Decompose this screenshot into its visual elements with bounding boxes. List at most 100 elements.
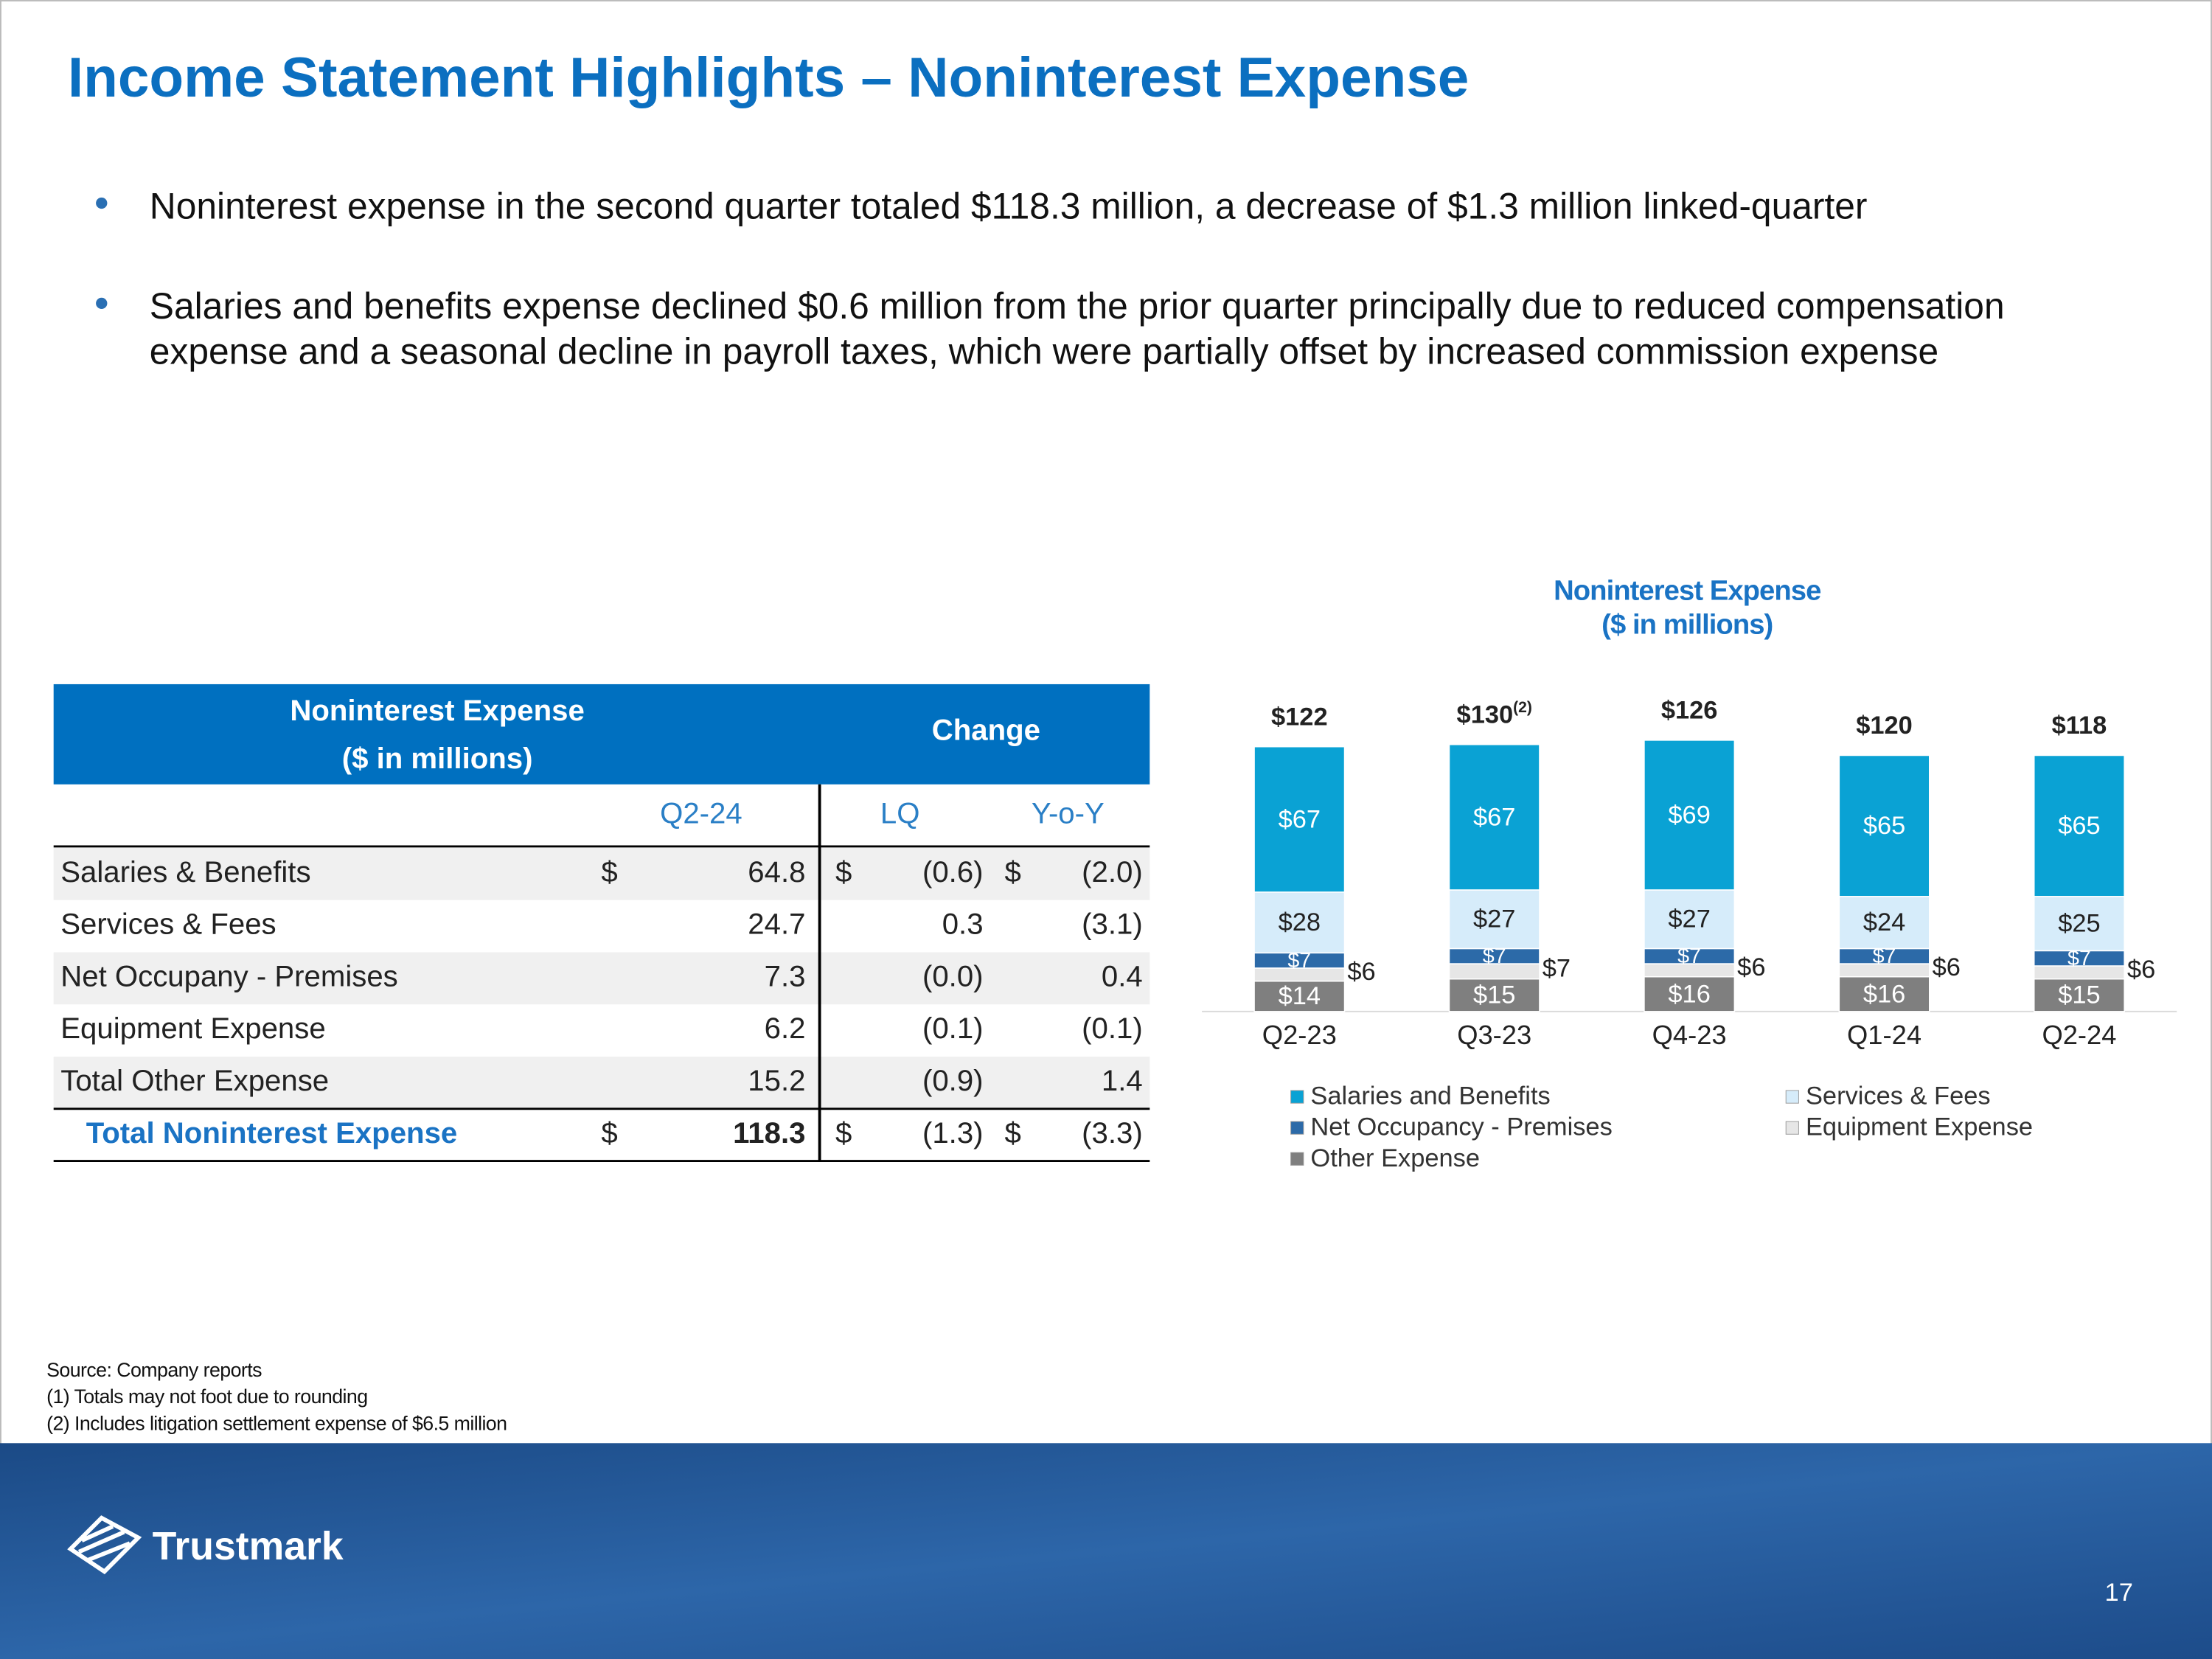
row-label: Total Other Expense bbox=[60, 1064, 329, 1097]
segment-label: $15 bbox=[2058, 981, 2100, 1009]
row-shade bbox=[53, 847, 1150, 900]
total-label: $126 bbox=[1661, 697, 1718, 725]
total-label: $120 bbox=[1856, 712, 1913, 740]
segment-label: $14 bbox=[1279, 982, 1321, 1010]
bar-segment bbox=[1448, 889, 1540, 950]
segment-label: $67 bbox=[1473, 803, 1515, 831]
segment-label: $28 bbox=[1279, 908, 1321, 936]
bar-segment bbox=[1253, 980, 1346, 1012]
cell-value: 6.2 bbox=[765, 1012, 806, 1045]
cell-value: 118.3 bbox=[733, 1116, 805, 1150]
cell-value: (1.3) bbox=[922, 1116, 984, 1150]
segment-label: $6 bbox=[1347, 958, 1375, 986]
x-tick-label: Q3-23 bbox=[1457, 1020, 1531, 1050]
x-tick-label: Q2-24 bbox=[2042, 1020, 2116, 1050]
table-header-group: Change bbox=[932, 714, 1040, 747]
page-number: 17 bbox=[2105, 1579, 2133, 1607]
bar-segment bbox=[1644, 975, 1736, 1012]
segment-label: $67 bbox=[1279, 805, 1321, 833]
segment-label: $24 bbox=[1863, 908, 1905, 936]
segment-label: $69 bbox=[1668, 801, 1710, 829]
segment-label: $65 bbox=[1863, 812, 1905, 840]
dollar-sign: $ bbox=[835, 1116, 852, 1150]
row-label: Equipment Expense bbox=[60, 1012, 325, 1045]
total-label: $118 bbox=[2052, 712, 2107, 740]
x-tick-label: Q1-24 bbox=[1847, 1020, 1921, 1050]
segment-label: $6 bbox=[1737, 953, 1765, 981]
column-header: Q2-24 bbox=[660, 796, 742, 830]
cell-value: (2.0) bbox=[1082, 855, 1143, 888]
segment-label: $16 bbox=[1863, 980, 1905, 1008]
table-header-subtitle: ($ in millions) bbox=[342, 742, 533, 775]
bar-segment bbox=[1253, 745, 1346, 893]
dollar-sign: $ bbox=[835, 855, 852, 888]
cell-value: 0.3 bbox=[942, 908, 984, 941]
bar-segment bbox=[1838, 754, 1930, 897]
total-label-text: $122 bbox=[1271, 703, 1328, 731]
total-label-text: $118 bbox=[2052, 712, 2107, 740]
total-label-text: $130 bbox=[1457, 701, 1514, 729]
legend-label: Salaries and Benefits bbox=[1310, 1082, 1550, 1110]
legend-swatch bbox=[1290, 1152, 1304, 1166]
cell-value: (0.1) bbox=[922, 1012, 984, 1045]
total-label-text: $120 bbox=[1856, 712, 1913, 740]
bullet-dot bbox=[96, 297, 108, 310]
legend-label: Services & Fees bbox=[1806, 1082, 1991, 1110]
slide-title: Income Statement Highlights – Noninteres… bbox=[68, 46, 1470, 109]
cell-value: (0.9) bbox=[922, 1064, 984, 1097]
row-label: Salaries & Benefits bbox=[60, 855, 310, 888]
total-label-text: $126 bbox=[1661, 697, 1718, 725]
dollar-sign: $ bbox=[601, 855, 617, 888]
legend-swatch bbox=[1290, 1121, 1304, 1135]
bar-segment bbox=[2033, 896, 2125, 952]
bar-segment bbox=[2033, 754, 2125, 897]
bar-segment bbox=[1448, 978, 1540, 1012]
cell-value: 1.4 bbox=[1102, 1064, 1143, 1097]
cell-value: (0.6) bbox=[922, 855, 984, 888]
footer-band bbox=[0, 1443, 2212, 1659]
footnote: Source: Company reports bbox=[46, 1359, 262, 1381]
chart-title: ($ in millions) bbox=[1601, 609, 1773, 641]
logo-text: Trustmark bbox=[153, 1525, 344, 1568]
dollar-sign: $ bbox=[601, 1116, 617, 1150]
segment-label: $16 bbox=[1668, 980, 1710, 1008]
bullet-dot bbox=[96, 197, 108, 209]
column-header: Y-o-Y bbox=[1032, 796, 1105, 830]
total-row-label: Total Noninterest Expense bbox=[86, 1116, 458, 1150]
row-label: Net Occupany - Premises bbox=[60, 959, 397, 992]
cell-value: (0.1) bbox=[1082, 1012, 1143, 1045]
x-tick-label: Q2-23 bbox=[1262, 1020, 1337, 1050]
legend-swatch bbox=[1785, 1090, 1799, 1104]
legend-label: Other Expense bbox=[1310, 1144, 1480, 1172]
segment-label: $6 bbox=[1933, 953, 1961, 981]
total-label: $130(2) bbox=[1457, 699, 1532, 729]
legend-swatch bbox=[1290, 1090, 1304, 1104]
legend-swatch bbox=[1785, 1121, 1799, 1135]
footnote: (1) Totals may not foot due to rounding bbox=[46, 1385, 367, 1408]
row-shade bbox=[53, 952, 1150, 1005]
segment-label: $27 bbox=[1668, 905, 1710, 933]
segment-label: $25 bbox=[2058, 910, 2100, 938]
column-header: LQ bbox=[880, 796, 920, 830]
cell-value: (3.1) bbox=[1082, 908, 1143, 941]
segment-label: $27 bbox=[1473, 905, 1515, 933]
segment-label: $7 bbox=[1543, 955, 1571, 983]
row-label: Services & Fees bbox=[60, 908, 276, 941]
dollar-sign: $ bbox=[1005, 855, 1021, 888]
bullet-text: Salaries and benefits expense declined $… bbox=[150, 285, 2005, 327]
segment-label: $15 bbox=[1473, 981, 1515, 1009]
bullet-text: expense and a seasonal decline in payrol… bbox=[150, 330, 1938, 372]
bar-segment bbox=[1644, 740, 1736, 891]
cell-value: 15.2 bbox=[748, 1064, 805, 1097]
table-header-title: Noninterest Expense bbox=[290, 694, 584, 727]
bar-segment bbox=[1448, 743, 1540, 891]
bar-segment bbox=[1253, 891, 1346, 954]
cell-value: 0.4 bbox=[1102, 959, 1143, 992]
table-header-bg bbox=[53, 684, 1150, 785]
cell-value: (0.0) bbox=[922, 959, 984, 992]
segment-label: $65 bbox=[2058, 812, 2100, 840]
x-tick-label: Q4-23 bbox=[1652, 1020, 1727, 1050]
footnote: (2) Includes litigation settlement expen… bbox=[46, 1412, 507, 1434]
legend-label: Equipment Expense bbox=[1806, 1113, 2033, 1141]
